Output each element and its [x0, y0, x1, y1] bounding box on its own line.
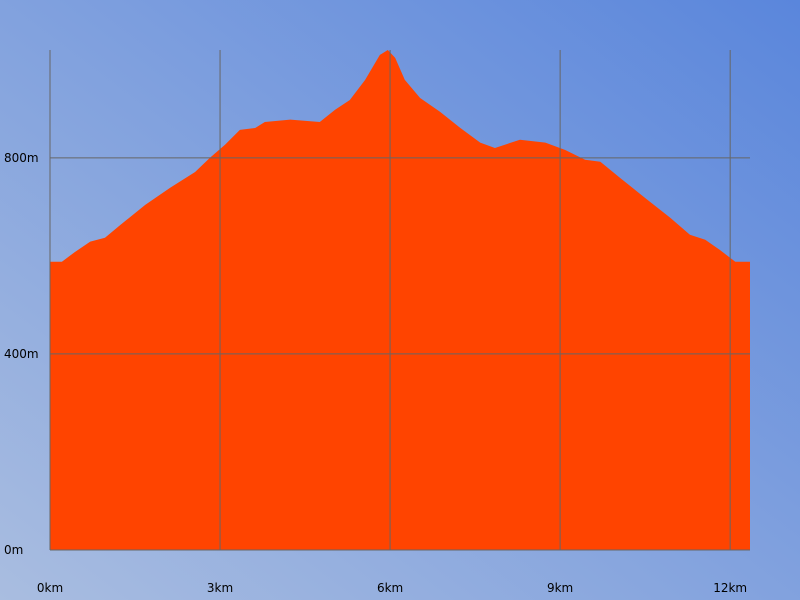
y-tick-label: 800m — [4, 151, 39, 165]
x-tick-label: 12km — [713, 581, 747, 595]
x-tick-label: 6km — [377, 581, 403, 595]
y-tick-label: 0m — [4, 543, 23, 557]
y-tick-label: 400m — [4, 347, 39, 361]
x-tick-label: 9km — [547, 581, 573, 595]
elevation-area — [50, 50, 750, 550]
x-tick-label: 0km — [37, 581, 63, 595]
x-tick-label: 3km — [207, 581, 233, 595]
